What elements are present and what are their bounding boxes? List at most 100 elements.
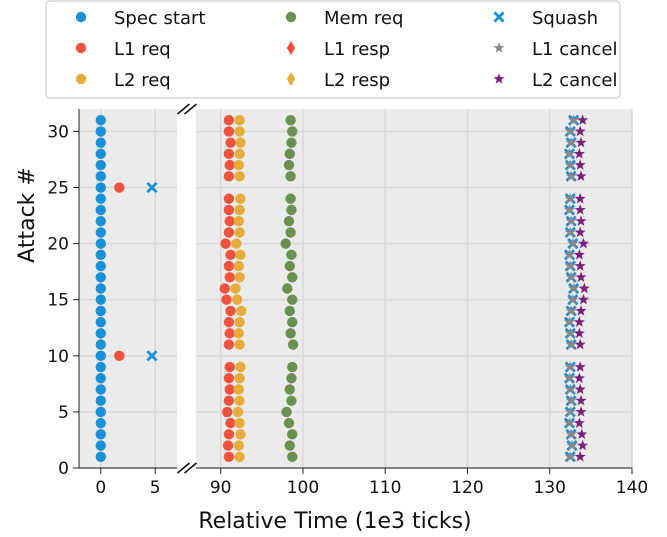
data-point-l2-req [234, 373, 245, 384]
data-point-spec-start [95, 440, 106, 451]
x-tick-label: 90 [210, 478, 232, 498]
x-tick-label: 110 [369, 478, 401, 498]
data-point-mem-req [285, 115, 296, 126]
data-point-l2-req [235, 137, 246, 148]
data-point-l2-req [234, 417, 245, 429]
data-point-l1-cancel [568, 114, 580, 125]
data-point-l2-cancel [578, 282, 590, 294]
data-point-l1-req [223, 126, 235, 137]
data-point-l2-cancel [574, 260, 586, 271]
data-point-l2-cancel [573, 249, 585, 260]
data-point-l2-cancel [575, 136, 587, 148]
data-point-spec-start [95, 227, 106, 238]
x-tick-label: 0 [95, 478, 106, 498]
data-point-spec-start [95, 238, 106, 249]
data-point-l2-cancel [575, 215, 587, 226]
legend-marker-l2-resp [286, 72, 296, 86]
x-tick-label: 100 [287, 478, 319, 498]
legend-marker-squash [493, 11, 505, 23]
data-point-l2-req [235, 429, 246, 440]
data-point-l1-cancel [563, 372, 575, 383]
data-point-l1-cancel [564, 361, 576, 372]
data-point-l2-req [234, 272, 245, 283]
data-point-l2-req [233, 384, 244, 395]
data-point-spec-start [95, 137, 106, 148]
data-point-l1-req [223, 227, 235, 238]
data-point-l2-cancel [574, 450, 586, 462]
data-point-l1-req [223, 193, 235, 204]
data-point-l2-cancel [577, 293, 589, 305]
legend-marker-l1-cancel [493, 42, 505, 53]
data-point-l2-cancel [577, 114, 589, 125]
legend-label-l1-cancel: L1 cancel [532, 39, 618, 60]
data-point-l1-cancel [567, 293, 579, 305]
data-point-l1-req [114, 350, 125, 362]
data-point-l2-req [234, 148, 245, 160]
data-point-l2-req [234, 126, 245, 137]
data-point-l1-req [222, 406, 233, 418]
data-point-mem-req [283, 159, 295, 171]
data-point-l1-cancel [565, 394, 577, 406]
data-point-mem-req [287, 272, 298, 283]
axis-break-mark-top [183, 103, 198, 115]
legend-label-mem-req: Mem req [324, 8, 403, 29]
data-point-l1-cancel [565, 170, 577, 181]
data-point-l1-req [223, 171, 235, 182]
legend-marker-spec-start [75, 11, 87, 23]
data-point-spec-start [95, 249, 106, 261]
data-point-l1-req [225, 137, 236, 148]
data-point-l1-cancel [564, 383, 576, 395]
data-point-l1-req [224, 328, 235, 339]
data-point-l1-req [224, 384, 235, 395]
data-point-l2-req [233, 260, 244, 272]
data-point-mem-req [286, 395, 297, 406]
series-l2-cancel [573, 114, 590, 462]
data-point-l1-req [223, 148, 235, 160]
legend-label-spec-start: Spec start [114, 8, 205, 29]
data-point-l2-req [234, 115, 245, 126]
data-point-mem-req [286, 137, 297, 148]
series-l1-req [114, 115, 236, 462]
data-point-spec-start [95, 451, 106, 462]
x-tick-label: 130 [534, 478, 566, 498]
x-tick-label: 140 [616, 478, 648, 498]
data-point-l1-cancel [564, 226, 576, 238]
data-point-l1-cancel [564, 192, 576, 204]
data-point-l2-req [234, 204, 245, 216]
data-point-l1-cancel [568, 282, 580, 294]
data-point-l2-req [234, 227, 245, 238]
data-point-l2-req [235, 361, 246, 373]
data-point-l2-cancel [575, 406, 587, 417]
axes-panel-2 [196, 109, 632, 468]
data-point-spec-start [95, 339, 106, 350]
data-point-spec-start [95, 429, 106, 440]
data-point-squash [146, 350, 158, 362]
data-point-spec-start [95, 283, 106, 294]
data-point-l1-cancel [565, 136, 577, 148]
data-point-spec-start [95, 406, 106, 418]
data-point-spec-start [95, 395, 106, 406]
data-point-l1-req [221, 294, 232, 305]
data-point-l1-cancel [565, 305, 577, 316]
data-point-l1-cancel [565, 271, 577, 282]
data-point-l1-cancel [565, 428, 577, 440]
data-point-l1-cancel [563, 417, 575, 428]
data-point-l2-cancel [573, 148, 585, 159]
y-tick-label: 30 [47, 122, 69, 142]
data-point-l2-req [234, 171, 245, 182]
data-point-l1-req [225, 249, 236, 261]
data-point-l1-req [224, 272, 235, 283]
data-point-spec-start [95, 350, 106, 362]
data-point-mem-req [280, 238, 291, 249]
data-point-mem-req [284, 260, 295, 272]
y-tick-label: 10 [47, 347, 69, 367]
data-point-mem-req [283, 417, 295, 429]
data-point-spec-start [95, 316, 106, 328]
data-point-spec-start [95, 215, 106, 227]
data-point-l2-cancel [577, 439, 589, 451]
data-point-mem-req [285, 227, 296, 238]
data-point-l2-req [230, 283, 241, 294]
data-point-l1-req [223, 451, 235, 462]
data-point-l1-cancel [565, 215, 577, 226]
